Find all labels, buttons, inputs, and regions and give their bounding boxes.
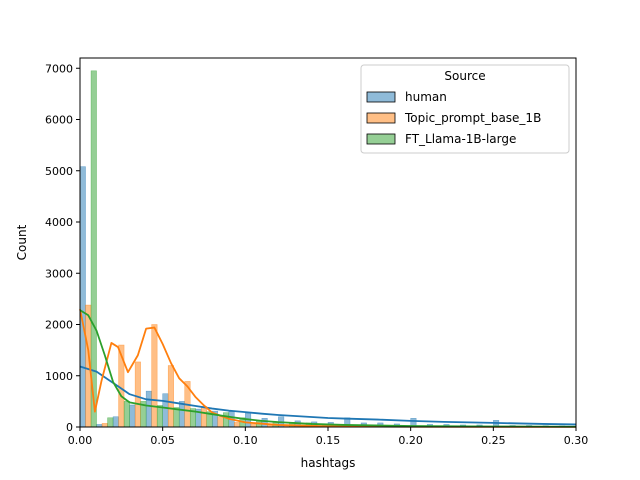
histogram-bar [123,401,130,428]
x-tick-label: 0.10 [233,434,258,447]
y-tick-label: 5000 [45,165,73,178]
legend-label: FT_Llama-1B-large [405,132,516,146]
legend-items: human Topic_prompt_base_1B FT_Llama-1B-lar… [366,90,541,146]
histogram-bar [261,418,268,428]
histogram-bar [162,393,169,428]
histogram-bar [173,407,180,428]
histogram-bar [234,422,241,428]
x-axis-ticks: 0.00 0.05 0.10 0.15 0.20 0.25 0.30 [68,427,589,447]
x-axis-label: hashtags [301,456,356,470]
y-tick-label: 2000 [45,319,73,332]
histogram-bar [151,324,158,428]
legend-label: Topic_prompt_base_1B [404,111,541,125]
y-tick-label: 3000 [45,267,73,280]
y-tick-label: 1000 [45,370,73,383]
legend-box [360,64,570,154]
x-tick-label: 0.25 [481,434,506,447]
y-tick-label: 6000 [45,114,73,127]
histogram-bar [134,361,141,428]
histogram-bar [167,365,174,428]
histogram-bar [112,416,119,428]
legend-swatch [366,133,396,145]
histogram-bar [90,70,97,428]
x-tick-label: 0.20 [398,434,423,447]
kde-line [79,309,577,428]
legend-title: Source [444,69,485,83]
histogram-bar [79,166,86,428]
x-tick-label: 0.00 [68,434,93,447]
histogram-bar [101,423,108,428]
histogram-bar [107,417,114,428]
y-axis-label: Count [15,224,29,260]
histogram-bar [200,406,208,428]
kde-line [79,308,577,428]
y-axis-ticks: 0 1000 2000 3000 4000 5000 6000 7000 [45,62,80,434]
histogram-bar [217,416,224,428]
histogram-bar [223,412,230,428]
x-tick-label: 0.05 [150,434,175,447]
y-tick-label: 7000 [45,62,73,75]
histogram-bar [145,390,152,428]
histogram-bar [156,405,163,428]
kde-curves [79,308,577,428]
legend-swatch [366,91,396,103]
legend-swatch [366,112,396,124]
y-tick-label: 4000 [45,216,73,229]
legend-label: human [405,90,447,104]
histogram-bar [129,404,136,428]
x-tick-label: 0.30 [564,434,589,447]
x-tick-label: 0.15 [316,434,341,447]
kde-line [79,365,577,426]
histogram-bar [178,401,185,428]
y-tick-label: 0 [66,421,73,434]
legend: Source human Topic_prompt_base_1B FT_Llama… [360,64,570,154]
